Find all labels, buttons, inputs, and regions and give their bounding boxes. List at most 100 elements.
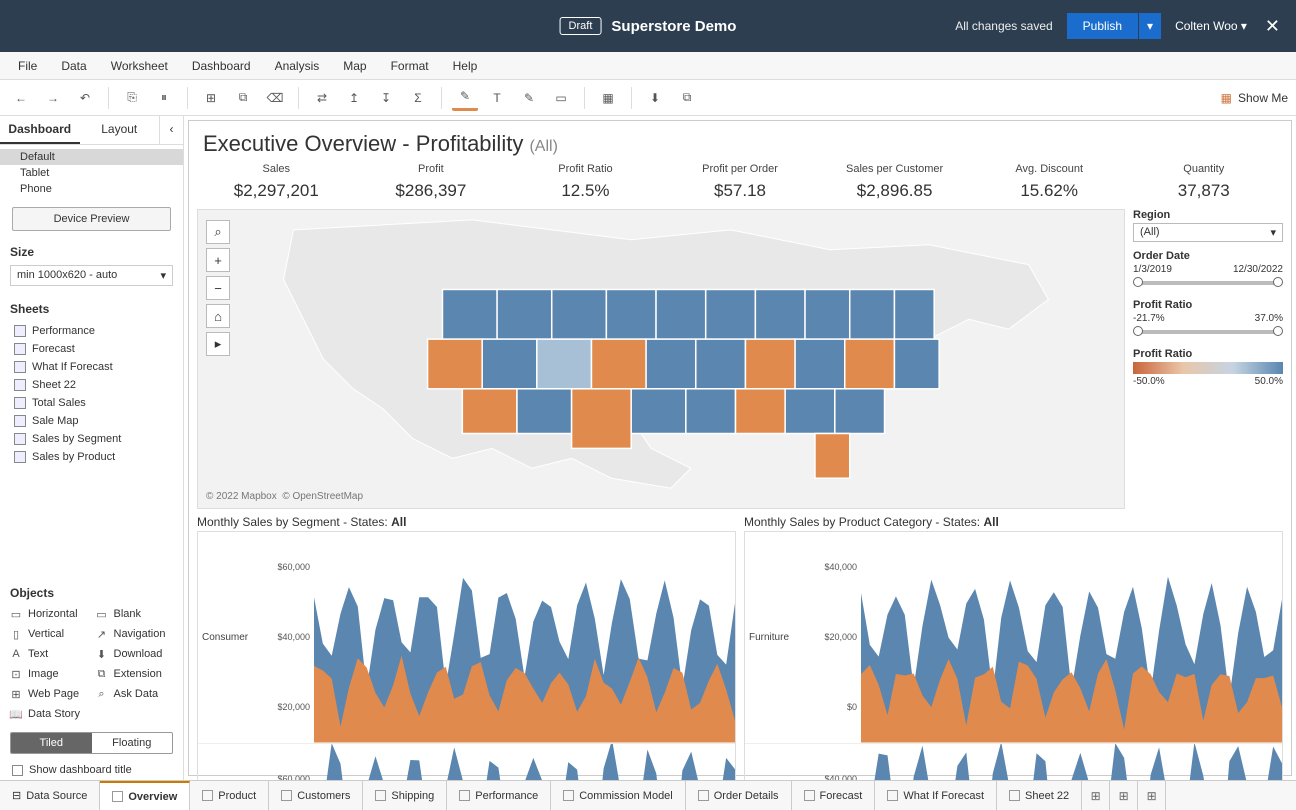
toolbar: ← → ↶ ⎘ ⏸ ⊞ ⧉ ⌫ ⇄ ↥ ↧ Σ ✎ T ✎ ▭ ▦ ⬇ ⧉ ▦ … (0, 80, 1296, 116)
kpi: Sales per Customer$2,896.85 (817, 163, 972, 201)
presentation-icon[interactable]: ▦ (595, 85, 621, 111)
highlight-icon[interactable]: ✎ (452, 85, 478, 111)
sheet-tab[interactable]: Customers (269, 781, 363, 810)
sheet-item[interactable]: Forecast (0, 340, 183, 358)
new-story-icon[interactable]: ⊞ (1138, 781, 1166, 810)
object-item[interactable]: ⊞Web Page (10, 686, 88, 702)
chart-row: Corporate $60,000$40,000$20,000 (198, 744, 735, 781)
sidebar-collapse-icon[interactable]: ‹ (159, 116, 183, 144)
side-tab-layout[interactable]: Layout (80, 116, 160, 144)
new-dashboard-icon[interactable]: ⊞ (1110, 781, 1138, 810)
object-item[interactable]: ▭Blank (96, 606, 174, 622)
revert-icon[interactable]: ↶ (72, 85, 98, 111)
duplicate-icon[interactable]: ⧉ (230, 85, 256, 111)
new-datasource-icon[interactable]: ⎘ (119, 85, 145, 111)
object-item[interactable]: 📖Data Story (10, 706, 88, 722)
object-item[interactable]: ▭Horizontal (10, 606, 88, 622)
sheet-item[interactable]: Sheet 22 (0, 376, 183, 394)
sheet-tab[interactable]: Forecast (792, 781, 876, 810)
fit-icon[interactable]: ▭ (548, 85, 574, 111)
user-menu[interactable]: Colten Woo ▾ (1175, 19, 1247, 33)
profitratio-slider[interactable] (1137, 330, 1279, 334)
share-icon[interactable]: ⧉ (674, 85, 700, 111)
sheet-tabs: ⊟ Data Source OverviewProductCustomersSh… (0, 780, 1296, 810)
kpi-row: Sales$2,297,201Profit$286,397Profit Rati… (189, 163, 1291, 209)
sheet-tab[interactable]: What If Forecast (875, 781, 997, 810)
object-item[interactable]: ⧉Extension (96, 666, 174, 682)
menu-file[interactable]: File (8, 55, 47, 77)
menu-format[interactable]: Format (381, 55, 439, 77)
undo-icon[interactable]: ← (8, 85, 34, 111)
sheet-tab[interactable]: Order Details (686, 781, 792, 810)
menu-map[interactable]: Map (333, 55, 376, 77)
map-search-icon[interactable]: ⌕ (206, 220, 230, 244)
pause-icon[interactable]: ⏸ (151, 85, 177, 111)
object-item[interactable]: ↗Navigation (96, 626, 174, 642)
profitratio-label: Profit Ratio (1133, 299, 1283, 311)
map-panel[interactable]: ⌕ + − ⌂ ▸ © 2022 Mapbox © OpenStreetMap (197, 209, 1125, 509)
showme-button[interactable]: ▦ Show Me (1221, 91, 1288, 105)
sheet-tab[interactable]: Performance (447, 781, 551, 810)
tiled-button[interactable]: Tiled (11, 733, 92, 753)
sheet-item[interactable]: What If Forecast (0, 358, 183, 376)
kpi: Quantity37,873 (1126, 163, 1281, 201)
map-home-icon[interactable]: ⌂ (206, 304, 230, 328)
tab-datasource[interactable]: ⊟ Data Source (0, 781, 100, 810)
object-icon: ▭ (96, 608, 108, 620)
sheet-item[interactable]: Sale Map (0, 412, 183, 430)
sort-asc-icon[interactable]: ↥ (341, 85, 367, 111)
floating-button[interactable]: Floating (92, 733, 173, 753)
clear-icon[interactable]: ⌫ (262, 85, 288, 111)
map-play-icon[interactable]: ▸ (206, 332, 230, 356)
download-icon[interactable]: ⬇ (642, 85, 668, 111)
object-icon: ▯ (10, 628, 22, 640)
sheet-tab[interactable]: Sheet 22 (997, 781, 1082, 810)
object-item[interactable]: ⊡Image (10, 666, 88, 682)
device-tablet[interactable]: Tablet (0, 165, 183, 181)
menu-dashboard[interactable]: Dashboard (182, 55, 261, 77)
labels-icon[interactable]: ✎ (516, 85, 542, 111)
side-tab-dashboard[interactable]: Dashboard (0, 116, 80, 144)
sheet-item[interactable]: Sales by Segment (0, 430, 183, 448)
swap-icon[interactable]: ⇄ (309, 85, 335, 111)
menu-data[interactable]: Data (51, 55, 96, 77)
object-item[interactable]: AText (10, 646, 88, 662)
close-icon[interactable]: ✕ (1261, 16, 1284, 37)
object-item[interactable]: ⬇Download (96, 646, 174, 662)
totals-icon[interactable]: Σ (405, 85, 431, 111)
sheet-icon (14, 343, 26, 355)
menu-worksheet[interactable]: Worksheet (101, 55, 178, 77)
object-item[interactable]: ▯Vertical (10, 626, 88, 642)
publish-caret[interactable]: ▾ (1138, 13, 1161, 39)
showme-icon: ▦ (1221, 91, 1232, 105)
redo-icon[interactable]: → (40, 85, 66, 111)
titlebar: Draft Superstore Demo All changes saved … (0, 0, 1296, 52)
chevron-down-icon: ▾ (160, 269, 166, 282)
orderdate-slider[interactable] (1137, 281, 1279, 285)
sheet-tab[interactable]: Overview (100, 781, 190, 810)
region-select[interactable]: (All)▾ (1133, 223, 1283, 242)
new-worksheet-icon[interactable]: ⊞ (198, 85, 224, 111)
map-zoomout-icon[interactable]: − (206, 276, 230, 300)
size-select[interactable]: min 1000x620 - auto▾ (10, 265, 173, 286)
orderdate-label: Order Date (1133, 250, 1283, 262)
sheet-tab[interactable]: Commission Model (551, 781, 686, 810)
group-icon[interactable]: T (484, 85, 510, 111)
new-sheet-icon[interactable]: ⊞ (1082, 781, 1110, 810)
device-phone[interactable]: Phone (0, 181, 183, 197)
sheet-item[interactable]: Sales by Product (0, 448, 183, 466)
device-preview-button[interactable]: Device Preview (12, 207, 171, 231)
sort-desc-icon[interactable]: ↧ (373, 85, 399, 111)
publish-button[interactable]: Publish (1067, 13, 1138, 39)
sheet-tab[interactable]: Product (190, 781, 269, 810)
menu-analysis[interactable]: Analysis (265, 55, 330, 77)
object-icon: ↗ (96, 628, 108, 640)
device-default[interactable]: Default (0, 149, 183, 165)
sheet-item[interactable]: Total Sales (0, 394, 183, 412)
sheet-item[interactable]: Performance (0, 322, 183, 340)
menu-help[interactable]: Help (443, 55, 488, 77)
show-title-checkbox[interactable] (12, 765, 23, 776)
map-zoomin-icon[interactable]: + (206, 248, 230, 272)
sheet-tab[interactable]: Shipping (363, 781, 447, 810)
object-item[interactable]: ⌕Ask Data (96, 686, 174, 702)
